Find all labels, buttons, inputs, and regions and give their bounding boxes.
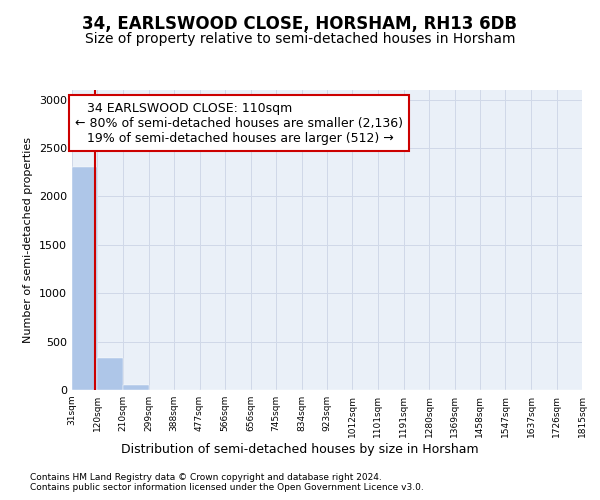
Text: Contains public sector information licensed under the Open Government Licence v3: Contains public sector information licen… xyxy=(30,482,424,492)
Text: 34, EARLSWOOD CLOSE, HORSHAM, RH13 6DB: 34, EARLSWOOD CLOSE, HORSHAM, RH13 6DB xyxy=(83,15,517,33)
Text: 34 EARLSWOOD CLOSE: 110sqm
← 80% of semi-detached houses are smaller (2,136)
   : 34 EARLSWOOD CLOSE: 110sqm ← 80% of semi… xyxy=(75,102,403,144)
Bar xyxy=(72,168,97,390)
Text: Contains HM Land Registry data © Crown copyright and database right 2024.: Contains HM Land Registry data © Crown c… xyxy=(30,472,382,482)
Bar xyxy=(123,385,149,390)
Text: Size of property relative to semi-detached houses in Horsham: Size of property relative to semi-detach… xyxy=(85,32,515,46)
Bar xyxy=(97,358,123,390)
Text: Distribution of semi-detached houses by size in Horsham: Distribution of semi-detached houses by … xyxy=(121,442,479,456)
Y-axis label: Number of semi-detached properties: Number of semi-detached properties xyxy=(23,137,34,343)
